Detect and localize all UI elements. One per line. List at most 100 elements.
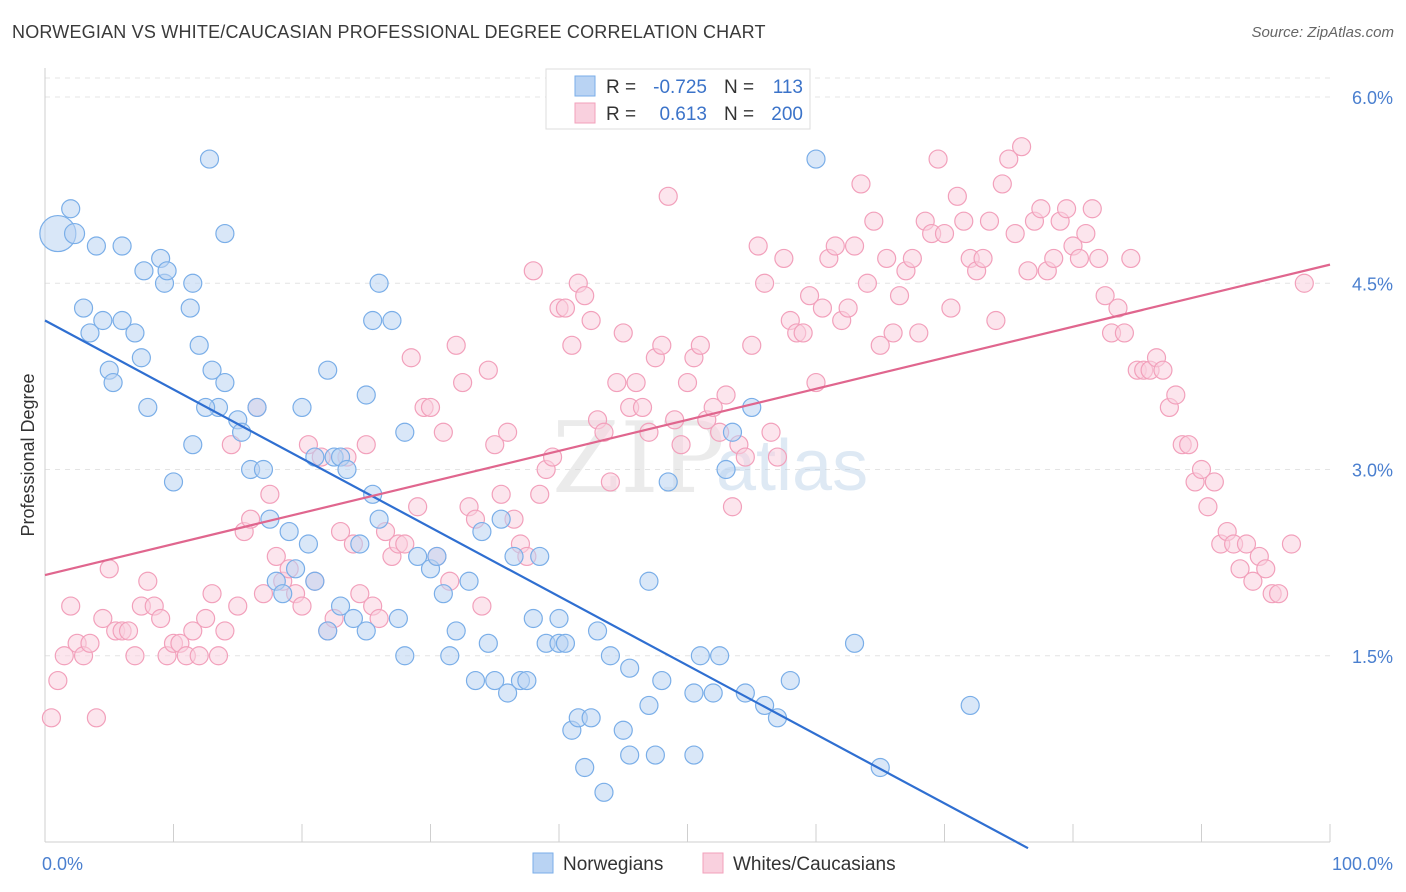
point-norwegians bbox=[587, 621, 608, 641]
point-norwegians bbox=[363, 310, 383, 331]
point-whites bbox=[774, 248, 794, 269]
bottom-legend-swatch-whites bbox=[702, 852, 724, 874]
point-whites bbox=[934, 223, 955, 244]
point-whites bbox=[555, 298, 576, 318]
x-tick-labels: 0.0% 100.0% bbox=[42, 854, 1393, 874]
point-norwegians bbox=[183, 273, 203, 293]
bottom-legend-whites: Whites/Caucasians bbox=[733, 854, 896, 875]
point-whites bbox=[401, 348, 421, 368]
point-norwegians bbox=[620, 658, 640, 678]
point-whites bbox=[1076, 223, 1096, 244]
point-whites bbox=[812, 298, 833, 318]
point-norwegians bbox=[253, 459, 274, 480]
point-whites bbox=[1198, 497, 1218, 517]
point-whites bbox=[1069, 248, 1090, 269]
point-norwegians bbox=[356, 621, 376, 641]
point-whites bbox=[999, 149, 1019, 169]
point-whites bbox=[266, 546, 286, 567]
point-whites bbox=[877, 248, 897, 269]
point-whites bbox=[54, 646, 74, 666]
point-norwegians bbox=[594, 782, 614, 802]
trend-line-whites bbox=[44, 263, 1331, 577]
point-norwegians bbox=[86, 236, 107, 256]
point-whites bbox=[151, 608, 171, 629]
point-norwegians bbox=[498, 683, 518, 703]
point-norwegians bbox=[530, 546, 550, 567]
point-whites bbox=[594, 422, 614, 442]
point-norwegians bbox=[459, 571, 479, 591]
point-whites bbox=[221, 435, 241, 455]
point-norwegians bbox=[639, 695, 659, 716]
point-whites bbox=[196, 608, 216, 629]
point-whites bbox=[228, 596, 248, 616]
correlation-legend: R = -0.725 N = 113 R = 0.613 N = 200 bbox=[545, 68, 811, 130]
point-norwegians bbox=[613, 720, 633, 740]
point-norwegians bbox=[433, 584, 453, 604]
point-whites bbox=[1044, 248, 1064, 269]
point-whites bbox=[523, 261, 543, 281]
point-whites bbox=[446, 335, 466, 355]
point-whites bbox=[433, 422, 453, 442]
point-whites bbox=[581, 310, 601, 331]
point-norwegians bbox=[504, 546, 524, 567]
watermark-zip: ZIP bbox=[552, 402, 725, 516]
point-whites bbox=[722, 497, 743, 517]
y-tick-label: 1.5% bbox=[1352, 647, 1393, 667]
point-whites bbox=[41, 708, 62, 728]
point-whites bbox=[491, 484, 511, 504]
point-whites bbox=[61, 596, 81, 616]
point-whites bbox=[485, 435, 505, 455]
point-whites bbox=[1294, 273, 1314, 293]
point-norwegians bbox=[157, 261, 177, 281]
point-norwegians bbox=[517, 670, 537, 691]
chart-source: Source: ZipAtlas.com bbox=[1251, 24, 1394, 41]
legend-r-label-2: R = bbox=[606, 104, 636, 125]
point-norwegians bbox=[684, 745, 704, 765]
point-whites bbox=[909, 323, 929, 343]
point-whites bbox=[530, 484, 550, 504]
point-whites bbox=[138, 571, 158, 591]
point-norwegians bbox=[199, 149, 220, 169]
point-whites bbox=[99, 559, 119, 579]
point-norwegians bbox=[485, 670, 505, 691]
legend-swatch-norwegians bbox=[574, 75, 596, 97]
point-norwegians bbox=[305, 447, 325, 467]
point-whites bbox=[253, 584, 274, 604]
point-whites bbox=[825, 236, 845, 256]
point-norwegians bbox=[960, 695, 980, 716]
point-whites bbox=[735, 447, 755, 467]
point-whites bbox=[1204, 472, 1224, 492]
point-norwegians bbox=[581, 708, 601, 728]
legend-n-value-2: 200 bbox=[771, 104, 803, 125]
point-whites bbox=[767, 447, 788, 467]
point-whites bbox=[748, 236, 768, 256]
point-norwegians bbox=[189, 335, 209, 355]
point-whites bbox=[658, 186, 678, 206]
y-tick-labels: 1.5% 3.0% 4.5% 6.0% bbox=[1352, 88, 1393, 667]
point-whites bbox=[1153, 360, 1173, 380]
point-whites bbox=[80, 633, 100, 653]
chart-title: NORWEGIAN VS WHITE/CAUCASIAN PROFESSIONA… bbox=[12, 22, 766, 42]
point-whites bbox=[562, 335, 582, 355]
point-whites bbox=[793, 323, 813, 343]
point-norwegians bbox=[163, 472, 184, 492]
point-whites bbox=[632, 397, 653, 418]
point-norwegians bbox=[382, 310, 402, 331]
point-norwegians bbox=[112, 236, 132, 256]
point-whites bbox=[330, 521, 351, 542]
point-whites bbox=[1056, 199, 1077, 219]
point-whites bbox=[857, 273, 878, 293]
point-whites bbox=[986, 310, 1006, 331]
point-whites bbox=[947, 186, 967, 206]
point-whites bbox=[183, 621, 203, 641]
x-tick-label: 0.0% bbox=[42, 854, 83, 874]
y-tick-label: 6.0% bbox=[1352, 88, 1393, 108]
point-norwegians bbox=[369, 509, 389, 529]
point-whites bbox=[498, 422, 518, 442]
point-norwegians bbox=[806, 149, 826, 169]
point-whites bbox=[1268, 584, 1289, 604]
point-whites bbox=[1166, 385, 1186, 405]
bottom-legend-norwegians: Norwegians bbox=[563, 854, 663, 875]
point-whites bbox=[202, 584, 222, 604]
